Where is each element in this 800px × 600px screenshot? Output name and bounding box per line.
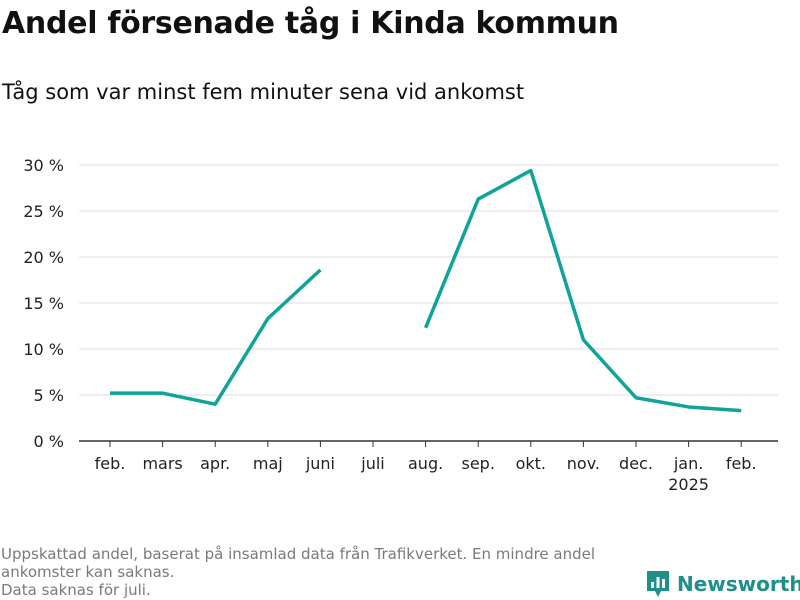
y-tick-label: 30 % <box>23 156 64 175</box>
data-point[interactable] <box>683 401 695 413</box>
footnote-line-1: Uppskattad andel, baserat på insamlad da… <box>1 545 596 581</box>
x-axis-ticks: feb. mars apr. maj juni juli aug. sep. okt. nov. d… <box>95 441 757 494</box>
y-tick-label: 15 % <box>23 294 64 313</box>
footnote-line-2: Data saknas för juli. <box>1 581 151 599</box>
y-tick-label: 25 % <box>23 202 64 221</box>
y-tick-label: 0 % <box>34 432 64 451</box>
x-tick-year-label: 2025 <box>668 475 709 494</box>
chart-title: Andel försenade tåg i Kinda kommun <box>2 6 619 41</box>
x-tick-label: jan. <box>673 454 703 473</box>
x-tick-label: nov. <box>567 454 600 473</box>
data-point[interactable] <box>104 387 116 399</box>
x-tick-label: sep. <box>461 454 494 473</box>
gridlines <box>79 164 778 442</box>
y-tick-label: 20 % <box>23 248 64 267</box>
line-chart: 0 % 5 % 10 % 15 % 20 % 25 % 30 % feb. mars apr. m… <box>23 156 778 494</box>
data-point[interactable] <box>630 392 642 404</box>
x-tick-label: feb. <box>726 454 757 473</box>
data-point[interactable] <box>577 334 589 346</box>
newsworthy-logo-icon <box>647 571 669 597</box>
x-tick-label: maj <box>253 454 283 473</box>
series-lines <box>104 165 747 417</box>
data-point[interactable] <box>262 313 274 325</box>
x-tick-label: dec. <box>619 454 653 473</box>
y-tick-label: 5 % <box>34 386 64 405</box>
data-point[interactable] <box>420 322 432 334</box>
series-line-segment <box>423 168 742 413</box>
footnote: Uppskattad andel, baserat på insamlad da… <box>1 545 641 599</box>
x-tick-label: aug. <box>408 454 443 473</box>
x-tick-label: mars <box>142 454 182 473</box>
x-tick-label: okt. <box>516 454 546 473</box>
x-tick-label: feb. <box>95 454 126 473</box>
data-point[interactable] <box>157 387 169 399</box>
brand-logo[interactable]: Newsworthy <box>645 568 800 600</box>
data-point[interactable] <box>472 193 484 205</box>
brand-name: Newsworthy <box>677 572 800 596</box>
chart-subtitle: Tåg som var minst fem minuter sena vid a… <box>2 80 525 104</box>
x-tick-label: apr. <box>200 454 230 473</box>
data-point[interactable] <box>525 165 537 177</box>
y-axis-ticks: 0 % 5 % 10 % 15 % 20 % 25 % 30 % <box>23 156 64 451</box>
x-tick-label: juli <box>360 454 384 473</box>
series-line-segment <box>110 268 322 406</box>
x-tick-label: juni <box>305 454 335 473</box>
y-tick-label: 10 % <box>23 340 64 359</box>
data-point[interactable] <box>209 398 221 410</box>
data-point[interactable] <box>314 264 326 276</box>
data-point[interactable] <box>735 405 747 417</box>
